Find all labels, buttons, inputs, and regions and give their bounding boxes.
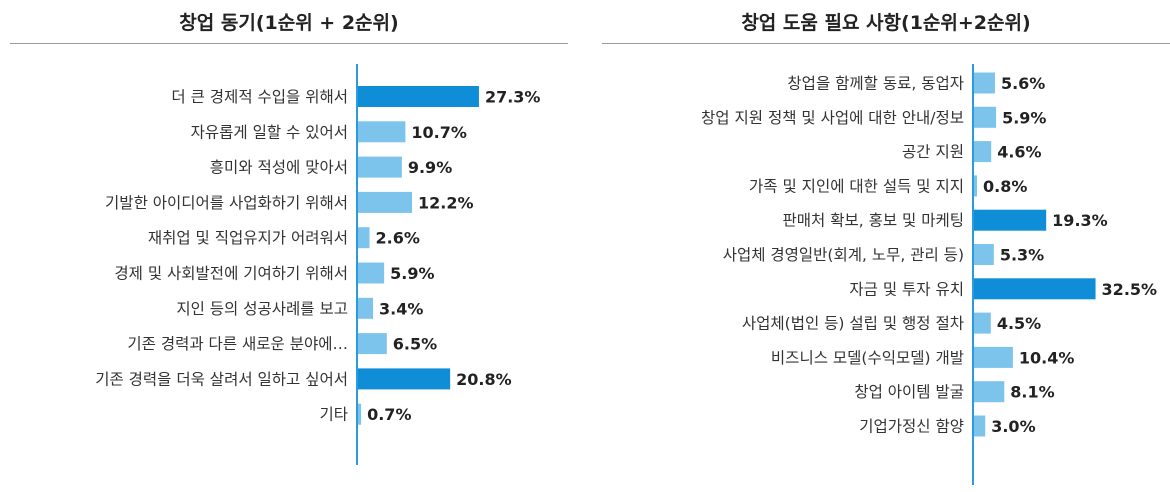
category-label: 창업 지원 정책 및 사업에 대한 안내/정보	[701, 109, 964, 127]
value-label: 8.1%	[1010, 383, 1054, 402]
bar	[974, 415, 986, 437]
value-label: 3.4%	[379, 299, 423, 318]
category-label: 기존 경력을 더욱 살려서 일하고 싶어서	[95, 370, 348, 388]
category-label: 창업을 함께할 동료, 동업자	[787, 75, 964, 93]
category-label: 공간 지원	[902, 143, 964, 161]
category-label: 자금 및 투자 유치	[849, 280, 964, 298]
category-label: 흥미와 적성에 맞아서	[210, 159, 348, 177]
value-label: 5.9%	[390, 264, 434, 283]
value-label: 10.4%	[1019, 348, 1075, 367]
category-label: 사업체 경영일반(회계, 노무, 관리 등)	[723, 246, 964, 264]
bar	[974, 106, 997, 128]
bar	[974, 278, 1096, 300]
category-label: 창업 아이템 발굴	[854, 383, 964, 401]
chart-title: 창업 도움 필요 사항(1순위+2순위)	[741, 12, 1031, 34]
title-divider	[602, 43, 1170, 44]
bar	[974, 141, 992, 163]
bar	[358, 156, 402, 178]
category-label: 사업체(법인 등) 설립 및 행정 절차	[742, 315, 964, 333]
bar-chart-support-needs: 창업을 함께할 동료, 동업자 5.6% 창업 지원 정책 및 사업에 대한 안내/…	[701, 64, 1158, 485]
value-label: 0.7%	[367, 405, 411, 424]
category-label: 비즈니스 모델(수익모델) 개발	[771, 349, 964, 367]
bar	[974, 209, 1047, 231]
value-label: 4.5%	[997, 314, 1041, 333]
value-label: 12.2%	[418, 193, 474, 212]
value-label: 27.3%	[485, 88, 541, 107]
category-label: 더 큰 경제적 수입을 위해서	[171, 88, 348, 106]
chart-title: 창업 동기(1순위 + 2순위)	[179, 12, 399, 34]
bar	[974, 244, 994, 265]
value-label: 5.6%	[1001, 74, 1045, 93]
category-label: 경제 및 사회발전에 기여하기 위해서	[114, 265, 348, 283]
category-label: 기타	[319, 406, 348, 424]
value-label: 2.6%	[376, 229, 420, 248]
bar	[358, 333, 387, 355]
value-label: 20.8%	[456, 370, 512, 389]
value-label: 6.5%	[393, 335, 437, 354]
chart-panel-support-needs: 창업 도움 필요 사항(1순위+2순위) 창업을 함께할 동료, 동업자 5.6%…	[602, 0, 1170, 492]
category-label: 지인 등의 성공사례를 보고	[176, 300, 348, 318]
bar	[974, 381, 1005, 403]
value-label: 5.3%	[1000, 246, 1044, 265]
bar	[974, 312, 991, 334]
bar	[358, 121, 406, 143]
bar	[358, 227, 370, 249]
value-label: 3.0%	[991, 417, 1035, 436]
category-label: 기존 경력과 다른 새로운 분야에…	[127, 335, 348, 353]
bar	[974, 72, 995, 94]
bar-chart-motivation: 더 큰 경제적 수입을 위해서 27.3% 자유롭게 일할 수 있어서 10.7% 흥미…	[95, 64, 541, 465]
value-label: 32.5%	[1102, 280, 1158, 299]
bar	[358, 297, 374, 319]
bar	[974, 175, 977, 197]
category-label: 자유롭게 일할 수 있어서	[191, 123, 348, 141]
value-label: 9.9%	[408, 158, 452, 177]
category-label: 재취업 및 직업유지가 어려워서	[148, 229, 348, 247]
value-label: 5.9%	[1002, 108, 1046, 127]
value-label: 19.3%	[1052, 211, 1108, 230]
bar	[358, 262, 385, 284]
bar	[358, 86, 479, 107]
value-label: 10.7%	[411, 123, 467, 142]
bar	[358, 368, 451, 390]
category-label: 기발한 아이디어를 사업화하기 위해서	[105, 194, 348, 212]
bar	[358, 191, 413, 213]
category-label: 판매처 확보, 홍보 및 마케팅	[783, 212, 965, 230]
value-label: 0.8%	[983, 177, 1027, 196]
title-divider	[10, 43, 568, 44]
chart-panel-motivation: 창업 동기(1순위 + 2순위) 더 큰 경제적 수입을 위해서 27.3% 자유롭…	[10, 0, 568, 492]
value-label: 4.6%	[997, 143, 1041, 162]
bar	[358, 403, 362, 425]
bar	[974, 346, 1013, 368]
category-label: 가족 및 지인에 대한 설득 및 지지	[749, 177, 964, 195]
category-label: 기업가정신 함양	[859, 418, 964, 436]
